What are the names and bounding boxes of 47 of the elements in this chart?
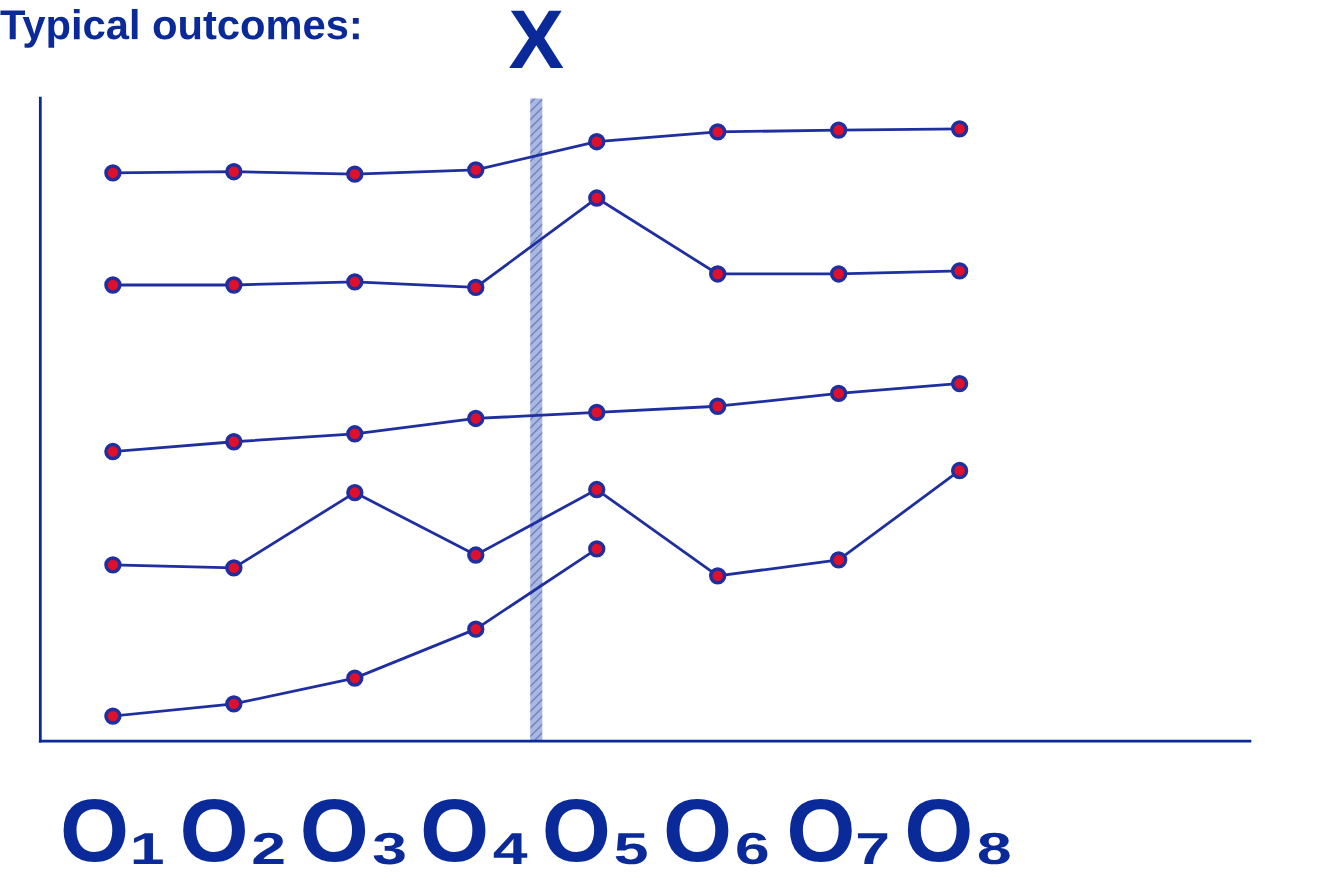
band-label: X: [509, 10, 564, 69]
point: [467, 278, 485, 297]
point: [346, 273, 364, 291]
point: [467, 620, 485, 638]
point: [225, 433, 243, 451]
point: [829, 265, 848, 283]
x-tick-label: O₈: [907, 799, 1010, 865]
point: [346, 165, 364, 183]
point: [467, 161, 485, 179]
point: [950, 374, 969, 393]
point: [709, 397, 727, 415]
point: [104, 556, 122, 574]
point: [346, 483, 364, 502]
point: [225, 276, 243, 294]
point: [709, 567, 727, 585]
point: [950, 262, 969, 280]
x-tick-label: O₄: [423, 799, 528, 864]
point: [225, 559, 243, 577]
point: [104, 442, 122, 461]
point: [950, 461, 969, 480]
x-tick-label: O₇: [789, 799, 888, 864]
point: [588, 133, 606, 151]
point: [829, 551, 848, 569]
point: [709, 123, 727, 141]
point: [346, 669, 364, 687]
point: [829, 121, 848, 139]
point: [950, 120, 969, 138]
point: [225, 695, 243, 713]
point: [225, 163, 243, 181]
point: [104, 276, 122, 294]
chart-title: Typical outcomes:: [0, 8, 359, 48]
x-tick-label: O₁: [63, 799, 163, 864]
point: [709, 265, 727, 283]
point: [588, 403, 606, 422]
point: [104, 164, 122, 182]
x-tick-label: O₅: [545, 799, 647, 865]
point: [346, 425, 364, 443]
point: [104, 707, 122, 725]
point: [829, 384, 848, 403]
x-tick-label: O₃: [303, 799, 405, 865]
x-tick-label: O₂: [183, 799, 284, 864]
point: [588, 540, 606, 558]
point: [588, 480, 606, 499]
point: [588, 189, 606, 207]
point: [467, 409, 485, 428]
x-tick-label: O₆: [666, 799, 768, 865]
point: [467, 546, 485, 564]
